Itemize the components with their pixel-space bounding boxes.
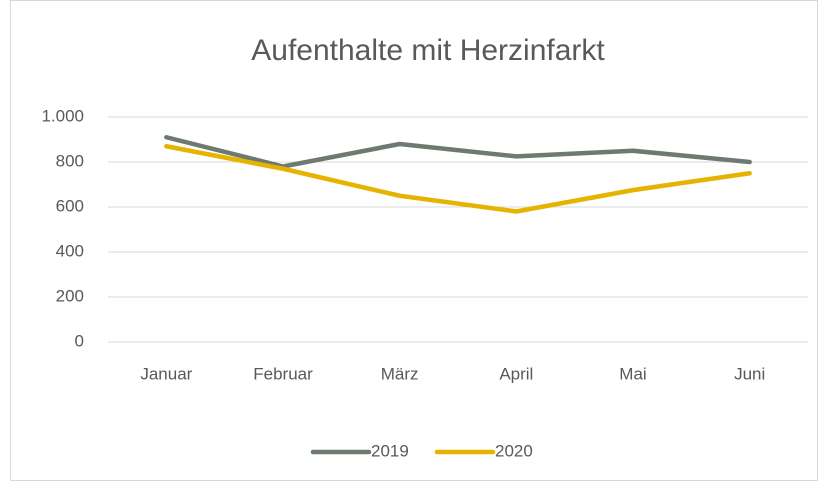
x-tick-label: März (381, 364, 419, 383)
series-line (164, 144, 752, 214)
y-tick-label: 800 (56, 151, 84, 170)
chart-frame (10, 0, 818, 481)
legend-label: 2020 (495, 441, 533, 460)
y-tick-label: 1.000 (41, 106, 84, 125)
y-tick-label: 0 (75, 331, 84, 350)
y-tick-label: 200 (56, 286, 84, 305)
x-tick-label: Juni (734, 364, 765, 383)
x-tick-label: Januar (140, 364, 192, 383)
x-tick-label: April (499, 364, 533, 383)
series-line (164, 135, 752, 169)
legend-label: 2019 (371, 441, 409, 460)
x-tick-label: Mai (619, 364, 646, 383)
chart-title: Aufenthalte mit Herzinfarkt (251, 34, 605, 67)
x-tick-label: Februar (253, 364, 313, 383)
y-tick-label: 400 (56, 241, 84, 260)
y-tick-label: 600 (56, 196, 84, 215)
